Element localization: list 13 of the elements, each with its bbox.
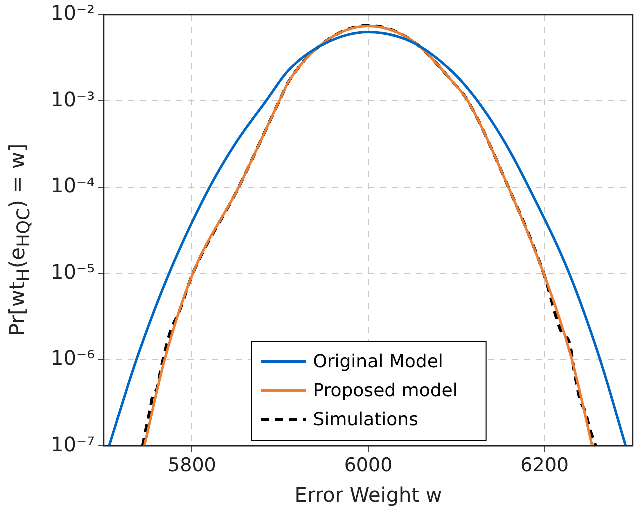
x-tick-label: 5800: [168, 454, 216, 477]
y-tick-label: 10⁻⁵: [50, 260, 96, 284]
y-tick-label: 10⁻⁶: [50, 346, 96, 370]
x-tick-label: 6000: [344, 454, 393, 477]
x-axis-title: Error Weight w: [294, 483, 442, 508]
y-tick-label: 10⁻³: [50, 87, 96, 112]
legend-label: Simulations: [313, 409, 418, 430]
y-tick-label: 10⁻²: [50, 1, 96, 26]
y-tick-label: 10⁻⁴: [50, 174, 96, 198]
y-tick-label: 10⁻⁷: [50, 432, 96, 456]
x-tick-label: 6200: [520, 454, 570, 477]
legend-label: Proposed model: [313, 380, 458, 402]
legend-label: Original Model: [313, 351, 444, 372]
